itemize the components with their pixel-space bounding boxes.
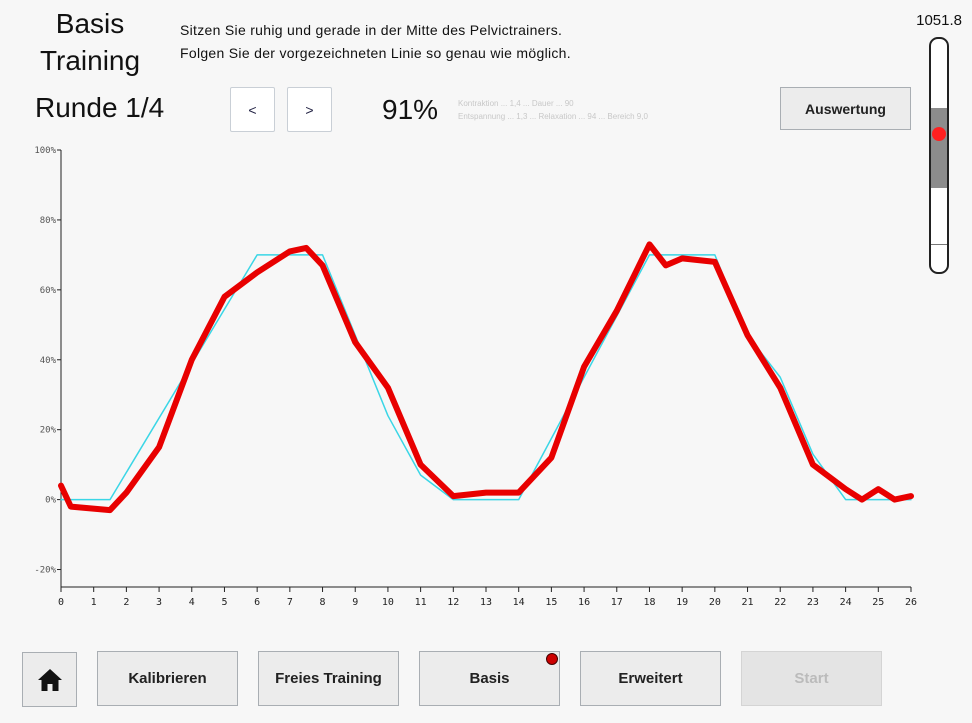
x-tick-label: 4 [189, 597, 195, 608]
sensor-value: 1051.8 [916, 12, 962, 29]
x-tick-label: 25 [872, 597, 884, 608]
x-tick-label: 23 [807, 597, 819, 608]
x-tick-label: 10 [382, 597, 394, 608]
score-percentage: 91% [382, 94, 439, 125]
y-tick-label: 40% [40, 356, 57, 366]
y-tick-label: 60% [40, 286, 57, 296]
title-basis: Basis [55, 8, 125, 39]
instruction-line-2: Folgen Sie der vorgezeichneten Linie so … [180, 45, 571, 61]
calibrate-button[interactable]: Kalibrieren [97, 651, 238, 706]
x-tick-label: 16 [578, 597, 590, 608]
x-tick-label: 17 [611, 597, 623, 608]
instruction-line-1: Sitzen Sie ruhig und gerade in der Mitte… [180, 22, 563, 38]
x-tick-label: 5 [221, 597, 227, 608]
y-tick-label: 100% [34, 146, 56, 156]
y-tick-label: -20% [34, 566, 56, 576]
x-tick-label: 24 [840, 597, 852, 608]
x-tick-label: 26 [905, 597, 917, 608]
baseline-marker [931, 244, 947, 245]
basis-button[interactable]: Basis [419, 651, 560, 706]
free-training-button[interactable]: Freies Training [258, 651, 399, 706]
advanced-button[interactable]: Erweitert [580, 651, 721, 706]
x-tick-label: 1 [91, 597, 97, 608]
target-line [60, 254, 912, 501]
x-tick-label: 2 [123, 597, 129, 608]
x-tick-label: 14 [513, 597, 525, 608]
evaluation-button[interactable]: Auswertung [780, 87, 911, 130]
x-tick-label: 6 [254, 597, 260, 608]
x-tick-label: 8 [320, 597, 326, 608]
x-tick-label: 19 [676, 597, 688, 608]
stats-line-2: Entspannung ... 1,3 ... Relaxation ... 9… [458, 112, 648, 121]
x-tick-label: 12 [447, 597, 459, 608]
x-tick-label: 9 [352, 597, 358, 608]
x-tick-label: 20 [709, 597, 721, 608]
x-tick-label: 22 [774, 597, 786, 608]
round-label: Runde 1/4 [35, 92, 165, 123]
level-dot [932, 127, 946, 141]
active-indicator-dot [546, 653, 558, 665]
x-tick-label: 7 [287, 597, 293, 608]
y-tick-label: 20% [40, 426, 57, 436]
x-tick-label: 13 [480, 597, 492, 608]
next-round-button[interactable]: > [287, 87, 332, 132]
stats-line-1: Kontraktion ... 1,4 ... Dauer ... 90 [458, 99, 574, 108]
training-chart: 100%80%60%40%20%0%-20%0 1 2 3 4 5 6 7 8 9 10 11 12 13… [34, 146, 917, 608]
actual-line [58, 241, 914, 514]
x-tick-label: 0 [58, 597, 64, 608]
y-tick-label: 80% [40, 216, 57, 226]
x-tick-label: 11 [415, 597, 427, 608]
home-icon [37, 668, 62, 691]
prev-round-button[interactable]: < [230, 87, 275, 132]
x-tick-label: 18 [643, 597, 655, 608]
x-tick-label: 15 [545, 597, 557, 608]
start-button[interactable]: Start [741, 651, 882, 706]
sensor-level-indicator [929, 37, 949, 274]
x-tick-label: 21 [742, 597, 754, 608]
title-training: Training [39, 45, 141, 76]
x-tick-label: 3 [156, 597, 162, 608]
home-button[interactable] [22, 652, 77, 707]
y-tick-label: 0% [45, 496, 56, 506]
